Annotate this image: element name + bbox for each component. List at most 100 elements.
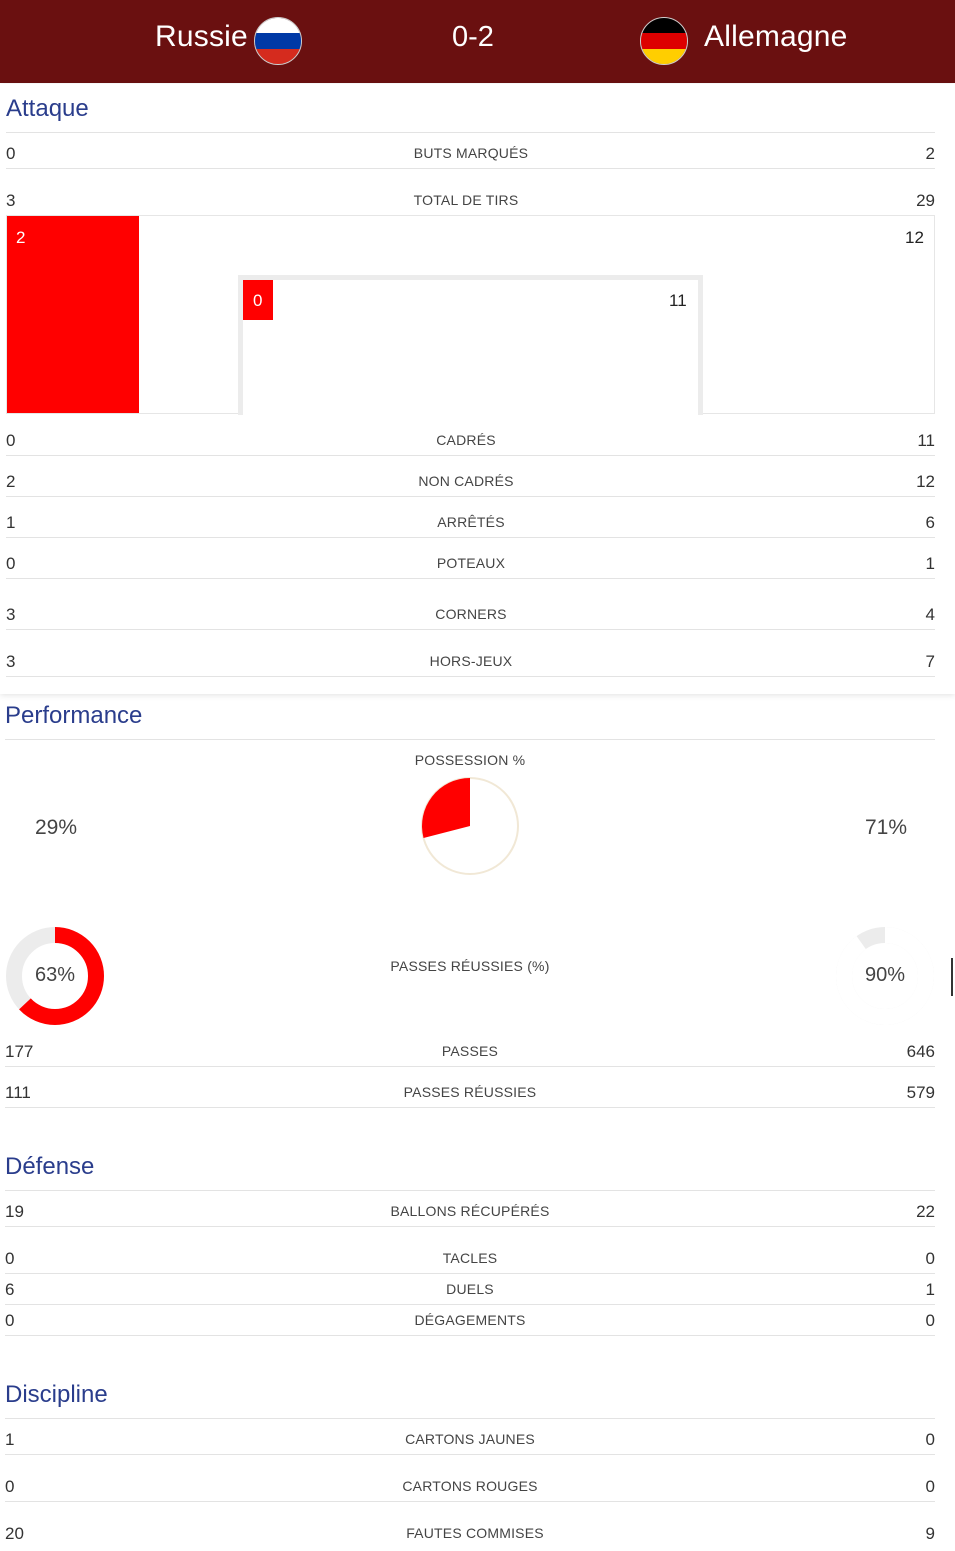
passes-label: PASSES	[441, 1043, 499, 1059]
divider	[6, 676, 935, 677]
passes-home: 177	[5, 1042, 34, 1061]
russia-flag-icon	[254, 17, 302, 65]
off-target-home: 2	[6, 472, 16, 491]
red-cards-away: 0	[925, 1477, 935, 1496]
blocked-away: 6	[925, 513, 935, 532]
goals-label: BUTS MARQUÉS	[413, 145, 529, 161]
fouls-home: 20	[5, 1524, 24, 1543]
total-shots-away: 29	[916, 191, 935, 210]
corners-label: CORNERS	[435, 606, 507, 622]
blocked-label: ARRÊTÉS	[437, 514, 505, 530]
match-header: Russie 0-2 Allemagne	[0, 0, 955, 83]
yellow-cards-away: 0	[925, 1430, 935, 1449]
offsides-label: HORS-JEUX	[429, 653, 513, 669]
red-cards-label: CARTONS ROUGES	[402, 1478, 538, 1494]
fouls-label: FAUTES COMMISES	[406, 1525, 544, 1541]
divider	[6, 455, 935, 456]
passes-completed-home: 111	[5, 1083, 31, 1102]
donut-away-arc	[836, 927, 934, 1025]
on-target-label: CADRÉS	[436, 432, 496, 448]
posts-home: 0	[6, 554, 16, 573]
divider	[5, 1066, 935, 1067]
passes-completed-label: PASSES RÉUSSIES	[403, 1084, 537, 1100]
divider	[6, 168, 935, 169]
offsides-home: 3	[6, 652, 16, 671]
goal-frame	[238, 275, 703, 415]
yellow-cards-label: CARTONS JAUNES	[405, 1431, 535, 1447]
divider	[5, 739, 935, 740]
recoveries-away: 22	[916, 1202, 935, 1221]
clearances-away: 0	[925, 1311, 935, 1330]
performance-title: Performance	[5, 702, 143, 729]
recoveries-home: 19	[5, 1202, 24, 1221]
match-score: 0-2	[452, 21, 494, 53]
divider	[6, 578, 935, 579]
divider	[6, 132, 935, 133]
tackles-home: 0	[5, 1249, 15, 1268]
shots-outside-away: 12	[905, 228, 924, 247]
divider	[6, 496, 935, 497]
offsides-away: 7	[925, 652, 935, 671]
shots-inside-home-bar	[243, 280, 273, 320]
possession-away: 71%	[865, 816, 908, 839]
pass-accuracy-away-donut	[836, 927, 934, 1025]
total-shots-label: TOTAL DE TIRS	[413, 192, 519, 208]
yellow-cards-home: 1	[5, 1430, 15, 1449]
shots-inside-home: 0	[253, 291, 263, 310]
duels-away: 1	[925, 1280, 935, 1299]
tackles-away: 0	[925, 1249, 935, 1268]
attack-title: Attaque	[6, 95, 89, 122]
divider	[5, 1107, 935, 1108]
possession-home-slice	[422, 778, 470, 838]
possession-pie-chart	[421, 777, 519, 875]
pass-accuracy-home-donut	[6, 927, 104, 1025]
divider	[6, 629, 935, 630]
home-team-name[interactable]: Russie	[155, 20, 248, 53]
divider	[5, 1418, 935, 1419]
goals-away: 2	[925, 144, 935, 163]
germany-flag-icon	[640, 17, 688, 65]
donut-home-arc	[6, 927, 104, 1025]
passes-completed-away: 579	[906, 1083, 935, 1102]
divider	[5, 1273, 935, 1274]
duels-home: 6	[5, 1280, 15, 1299]
divider	[5, 1335, 935, 1336]
possession-home: 29%	[35, 816, 78, 839]
shots-outside-home: 2	[16, 228, 26, 247]
pass-accuracy-away: 90%	[864, 964, 906, 986]
away-team-name[interactable]: Allemagne	[704, 20, 848, 53]
posts-label: POTEAUX	[436, 555, 506, 571]
fouls-away: 9	[925, 1524, 935, 1543]
divider	[6, 537, 935, 538]
clearances-home: 0	[5, 1311, 15, 1330]
off-target-away: 12	[916, 472, 935, 491]
duels-label: DUELS	[446, 1281, 494, 1297]
red-cards-home: 0	[5, 1477, 15, 1496]
divider	[5, 1304, 935, 1305]
recoveries-label: BALLONS RÉCUPÉRÉS	[390, 1203, 550, 1219]
on-target-away: 11	[917, 431, 935, 450]
on-target-home: 0	[6, 431, 16, 450]
defense-title: Défense	[5, 1153, 95, 1180]
scrollbar-thumb[interactable]	[951, 958, 953, 996]
divider	[5, 1190, 935, 1191]
total-shots-home: 3	[6, 191, 16, 210]
shots-outside-home-bar	[7, 216, 139, 413]
divider	[5, 1454, 935, 1455]
clearances-label: DÉGAGEMENTS	[414, 1312, 526, 1328]
pass-accuracy-label: PASSES RÉUSSIES (%)	[390, 958, 550, 974]
possession-label: POSSESSION %	[414, 752, 526, 768]
corners-home: 3	[6, 605, 16, 624]
tackles-label: TACLES	[442, 1250, 498, 1266]
posts-away: 1	[925, 554, 935, 573]
divider	[5, 1226, 935, 1227]
shots-inside-away: 11	[669, 291, 687, 310]
off-target-label: NON CADRÉS	[418, 473, 514, 489]
corners-away: 4	[925, 605, 935, 624]
goals-home: 0	[6, 144, 16, 163]
passes-away: 646	[906, 1042, 935, 1061]
blocked-home: 1	[6, 513, 16, 532]
pass-accuracy-home: 63%	[34, 964, 76, 986]
discipline-title: Discipline	[5, 1381, 108, 1408]
divider	[5, 1501, 935, 1502]
